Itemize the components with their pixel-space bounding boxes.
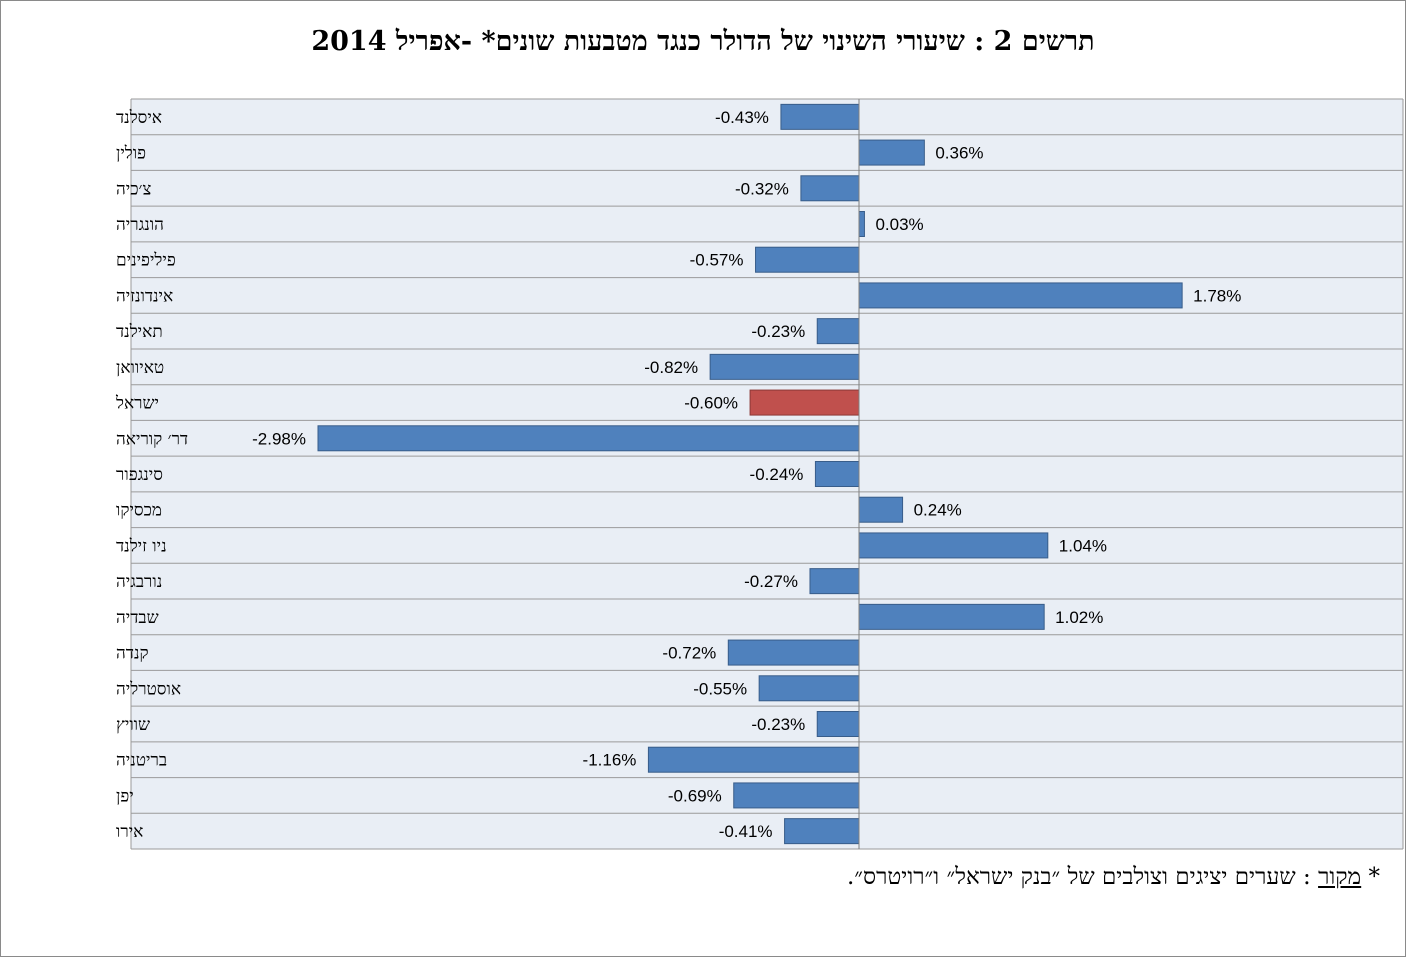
data-label: 1.04%: [1059, 536, 1107, 555]
bar: [814, 461, 860, 487]
data-label: -0.24%: [750, 465, 804, 484]
bar: [784, 818, 860, 845]
bar: [816, 318, 860, 345]
category-label: שוויץ: [116, 715, 150, 735]
category-label: יפן: [116, 786, 134, 806]
category-label: נורבגיה: [116, 572, 162, 592]
data-label: -0.55%: [693, 679, 747, 698]
category-label: אוסטרליה: [116, 679, 181, 699]
data-label: -0.23%: [751, 715, 805, 734]
data-label: -0.32%: [735, 179, 789, 198]
category-label: דר׳ קוריאה: [116, 429, 188, 449]
data-label: 0.24%: [914, 501, 962, 520]
bar: [647, 746, 860, 773]
data-label: 1.78%: [1193, 286, 1241, 305]
category-label: מכסיקו: [116, 501, 162, 521]
category-label: בריטניה: [116, 751, 167, 771]
highlight-bar: [749, 389, 860, 416]
bar: [758, 675, 860, 702]
bar: [317, 425, 860, 452]
bar: [800, 175, 860, 202]
note-prefix: *: [1361, 864, 1380, 890]
bar: [858, 139, 925, 166]
bar: [733, 782, 860, 809]
category-label: פיליפינים: [116, 251, 176, 271]
data-label: -0.41%: [719, 822, 773, 841]
note-source-label: מקור: [1318, 864, 1362, 890]
category-label: סינגפור: [116, 465, 163, 485]
chart-title: תרשים 2 : שיעורי השינוי של הדולר כנגד מט…: [311, 26, 1095, 57]
category-label: שבדיה: [116, 608, 159, 628]
category-label: טאיוואן: [116, 358, 164, 378]
data-label: 0.36%: [935, 144, 983, 163]
category-label: קנדה: [116, 644, 149, 664]
bar: [858, 496, 904, 523]
bar: [709, 353, 860, 380]
bar: [816, 711, 860, 737]
data-label: -1.16%: [583, 751, 637, 770]
category-label: אינדונזיה: [116, 286, 173, 306]
data-label: -0.43%: [715, 108, 769, 127]
category-label: תאילנד: [116, 322, 163, 342]
bar: [858, 532, 1049, 559]
bar: [858, 603, 1045, 630]
plot-area: [131, 99, 1403, 849]
data-label: 1.02%: [1055, 608, 1103, 627]
source-note: * מקור : שערים יציגים וצולבים של ״בנק יש…: [847, 864, 1380, 890]
data-label: -0.60%: [684, 394, 738, 413]
category-label: ישראל: [115, 394, 159, 414]
data-label: -0.72%: [662, 644, 716, 663]
data-label: -0.23%: [751, 322, 805, 341]
data-label: -0.27%: [744, 572, 798, 591]
bar: [780, 103, 860, 130]
category-label: ניו זילנד: [116, 536, 167, 556]
bar: [727, 639, 860, 666]
bar: [858, 211, 865, 237]
data-label: 0.03%: [875, 215, 923, 234]
category-label: אירו: [116, 822, 143, 842]
data-label: -0.82%: [644, 358, 698, 377]
bar: [809, 568, 860, 595]
data-label: -2.98%: [252, 429, 306, 448]
bar: [755, 246, 860, 273]
category-label: צ׳כיה: [116, 179, 151, 199]
note-text: : שערים יציגים וצולבים של ״בנק ישראל״ ו״…: [846, 864, 1319, 890]
category-label: פולין: [116, 144, 146, 164]
data-label: -0.57%: [690, 251, 744, 270]
category-label: הונגריה: [116, 215, 164, 235]
bar: [858, 282, 1183, 309]
category-label: איסלנד: [116, 108, 162, 128]
data-label: -0.69%: [668, 786, 722, 805]
